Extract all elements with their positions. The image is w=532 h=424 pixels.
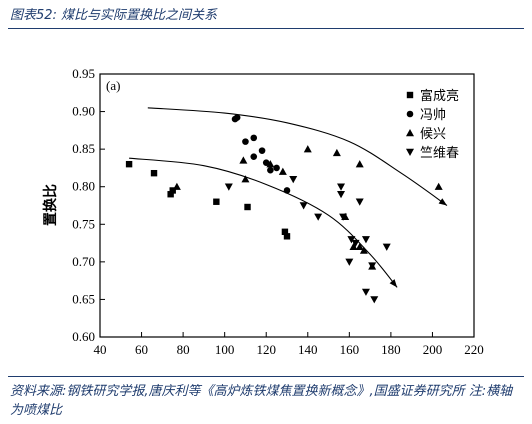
legend-label: 冯帅 — [420, 108, 446, 123]
data-point-square — [150, 169, 158, 177]
data-point-circle — [273, 164, 280, 172]
trend-arrowhead — [389, 279, 398, 288]
x-tick-label: 180 — [381, 342, 401, 357]
data-point-square — [167, 191, 174, 198]
data-point-triangle-down — [337, 191, 346, 199]
legend-label: 候兴 — [420, 127, 446, 142]
data-point-square — [125, 160, 133, 168]
data-point-triangle-down — [339, 213, 348, 221]
data-point-triangle-down — [382, 243, 391, 251]
x-tick-label: 120 — [256, 342, 276, 357]
data-point-triangle-down — [368, 262, 377, 270]
data-point-square — [169, 187, 176, 194]
data-point-square — [281, 228, 289, 235]
data-point-triangle-down — [361, 288, 370, 296]
x-tick-label: 220 — [464, 342, 484, 357]
y-tick-label: 0.90 — [72, 104, 95, 119]
panel-label: (a) — [106, 78, 120, 93]
data-point-triangle-up — [349, 242, 358, 251]
data-point-triangle-up — [303, 145, 312, 153]
data-point-triangle-up — [332, 148, 341, 157]
data-point-circle — [267, 166, 274, 174]
data-point-triangle-up — [434, 182, 443, 190]
legend-label: 富成亮 — [420, 88, 459, 104]
data-point-triangle-down — [351, 239, 360, 248]
data-point-square — [244, 203, 251, 211]
legend-marker-square — [406, 91, 414, 99]
top-rule — [8, 28, 524, 29]
legend-marker-triangle-down — [406, 148, 414, 156]
y-tick-label: 0.80 — [72, 179, 95, 194]
scatter-chart: (a) 置换比 40 60 80 100 120 140 160 180 200 220 0.60 0… — [42, 66, 484, 357]
data-point-triangle-down — [345, 258, 354, 266]
x-tick-label: 140 — [298, 342, 318, 357]
data-point-triangle-down — [347, 236, 356, 244]
x-tick-label: 160 — [340, 342, 360, 357]
x-tick-label: 60 — [135, 342, 148, 357]
y-tick-label: 0.95 — [72, 66, 95, 81]
data-point-circle — [233, 114, 241, 121]
data-point-circle — [250, 153, 258, 160]
data-point-triangle-up — [359, 246, 368, 254]
bottom-rule — [8, 376, 524, 377]
y-tick-label: 0.65 — [72, 291, 95, 306]
x-tick-label: 100 — [215, 342, 235, 357]
figure-title: 图表52: 煤比与实际置换比之间关系 — [10, 8, 218, 23]
trend-curves — [129, 107, 448, 288]
trend-arrowhead — [438, 198, 447, 206]
data-point-triangle-down — [224, 183, 233, 191]
data-point-circle — [262, 159, 270, 166]
data-point-triangle-down — [361, 236, 370, 244]
data-point-triangle-up — [266, 160, 275, 168]
data-point-triangle-up — [278, 167, 287, 175]
y-tick-label: 0.70 — [72, 254, 95, 269]
data-point-square — [213, 198, 220, 205]
data-point-triangle-down — [314, 213, 323, 221]
y-axis-label: 置换比 — [42, 184, 59, 226]
trend-curve-1 — [147, 107, 448, 206]
data-point-triangle-down — [370, 296, 379, 304]
y-tick-label: 0.60 — [72, 329, 95, 344]
data-point-triangle-down — [355, 198, 364, 206]
data-point-triangle-up — [355, 160, 364, 168]
plot-frame — [99, 73, 475, 338]
data-point-triangle-down — [289, 176, 298, 184]
x-tick-label: 40 — [94, 342, 107, 357]
data-point-circle — [242, 138, 249, 145]
data-point-square — [283, 233, 291, 240]
x-tick-label: 200 — [423, 342, 443, 357]
legend-label: 竺维春 — [420, 146, 459, 161]
trend-curve-2 — [129, 157, 398, 288]
data-point-triangle-up — [172, 182, 181, 190]
axis-ticks: 40 60 80 100 120 140 160 180 200 220 0.60 0.65 0.70 0… — [72, 66, 484, 357]
data-point-triangle-up — [241, 175, 250, 183]
data-point-triangle-down — [337, 183, 346, 191]
source-note: 资料来源:钢铁研究学报,唐庆利等《高炉炼铁煤焦置换新概念》,国盛证券研究所 注:… — [10, 384, 513, 418]
data-point-circle — [283, 187, 291, 194]
y-tick-label: 0.75 — [72, 216, 95, 231]
data-point-triangle-down — [299, 202, 308, 210]
data-point-triangle-up — [355, 242, 364, 251]
data-points — [125, 114, 443, 304]
data-point-circle — [250, 134, 258, 142]
x-tick-label: 80 — [177, 342, 190, 357]
data-point-circle — [258, 147, 266, 154]
y-tick-label: 0.85 — [72, 141, 95, 156]
legend-marker-circle — [406, 110, 414, 118]
data-point-triangle-up — [239, 156, 248, 164]
legend-marker-triangle-up — [406, 129, 414, 137]
